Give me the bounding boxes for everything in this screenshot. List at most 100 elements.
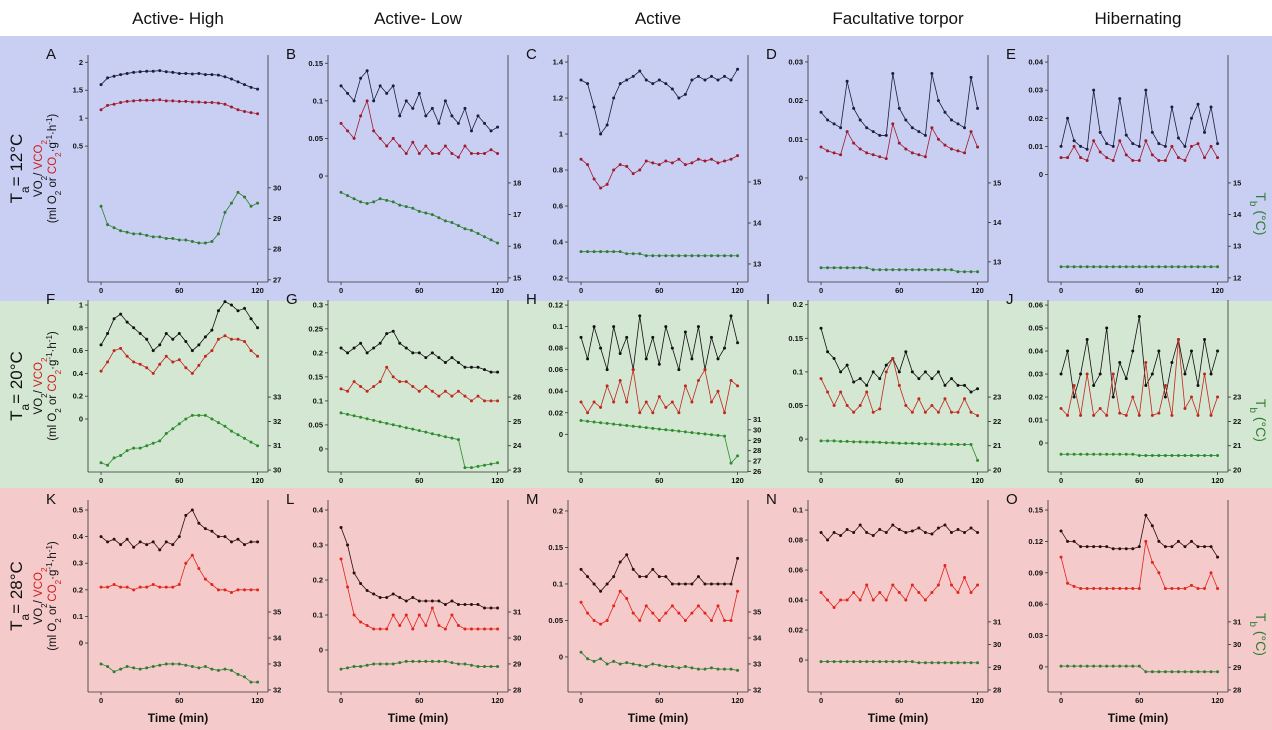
data-point [1216, 453, 1220, 457]
data-point [599, 186, 603, 190]
data-point [249, 317, 253, 321]
data-point [605, 618, 609, 622]
data-point [119, 585, 123, 589]
data-point [969, 661, 973, 665]
data-point [670, 428, 674, 432]
data-point [489, 370, 493, 374]
y-tick-label: 0 [319, 646, 323, 655]
data-point [677, 582, 681, 586]
rich-label: Ta= 20°C [7, 351, 32, 421]
y2-tick-label: 29 [753, 436, 761, 445]
data-point [190, 100, 194, 104]
data-point [404, 659, 408, 663]
data-point [651, 411, 655, 415]
data-point [391, 375, 395, 379]
data-point [858, 660, 862, 664]
column-title: Active [635, 9, 681, 28]
data-point [372, 627, 376, 631]
data-point [709, 254, 713, 258]
data-point [398, 624, 402, 628]
data-point [1170, 545, 1174, 549]
data-point [1066, 265, 1070, 269]
label-part: / [33, 169, 45, 175]
y-tick-label: 0.2 [553, 274, 563, 283]
data-point [1157, 158, 1161, 162]
data-point [878, 268, 882, 272]
data-point [229, 429, 233, 433]
data-point [891, 268, 895, 272]
data-point [489, 238, 493, 242]
data-point [203, 101, 207, 105]
data-point [670, 582, 674, 586]
data-point [709, 433, 713, 437]
data-point [197, 343, 201, 347]
data-point [1150, 153, 1154, 157]
data-point [450, 661, 454, 665]
data-point [256, 588, 260, 592]
x-tick-label: 120 [1211, 286, 1224, 295]
data-point [819, 145, 823, 149]
y-tick-label: 0 [799, 435, 803, 444]
data-point [411, 206, 415, 210]
data-point [1118, 265, 1122, 269]
data-point [897, 441, 901, 445]
x-tick-label: 120 [251, 476, 264, 485]
data-point [976, 661, 980, 665]
y-tick-label: 0.15 [308, 59, 323, 68]
data-point [437, 216, 441, 220]
data-point [256, 354, 260, 358]
data-point [223, 334, 227, 338]
data-point [125, 99, 129, 103]
data-point [430, 151, 434, 155]
data-point [605, 250, 609, 254]
data-point [443, 659, 447, 663]
data-point [696, 157, 700, 161]
data-point [930, 72, 934, 76]
data-point [411, 384, 415, 388]
data-point [1098, 150, 1102, 154]
data-point [359, 665, 363, 669]
data-point [690, 254, 694, 258]
data-point [586, 419, 590, 423]
data-point [1118, 586, 1122, 590]
data-point [99, 108, 103, 112]
label-part: / [33, 387, 45, 393]
data-point [638, 69, 642, 73]
x-tick-label: 0 [339, 286, 343, 295]
data-point [949, 147, 953, 151]
data-point [223, 588, 227, 592]
data-point [430, 106, 434, 110]
data-point [177, 332, 181, 336]
data-point [171, 427, 175, 431]
data-point [1150, 130, 1154, 134]
data-point [476, 114, 480, 118]
data-point [664, 665, 668, 669]
data-point [1203, 265, 1207, 269]
data-point [1144, 139, 1148, 143]
data-point [443, 389, 447, 393]
data-point [1092, 88, 1096, 92]
data-point [203, 413, 207, 417]
data-point [1137, 144, 1141, 148]
data-point [963, 443, 967, 447]
data-point [177, 535, 181, 539]
label-part: ·h [47, 552, 59, 562]
data-point [845, 403, 849, 407]
data-point [845, 528, 849, 532]
data-point [976, 387, 980, 391]
data-point [99, 343, 103, 347]
data-point [1085, 372, 1089, 376]
data-point [1196, 265, 1200, 269]
data-point [605, 384, 609, 388]
data-point [976, 531, 980, 535]
data-point [910, 529, 914, 533]
data-point [378, 662, 382, 666]
data-point [664, 575, 668, 579]
data-point [1196, 413, 1200, 417]
data-point [930, 591, 934, 595]
data-point [969, 75, 973, 79]
data-point [1066, 664, 1070, 668]
x-tick-label: 60 [655, 286, 663, 295]
data-point [819, 660, 823, 664]
y-tick-label: 0.5 [73, 506, 83, 515]
